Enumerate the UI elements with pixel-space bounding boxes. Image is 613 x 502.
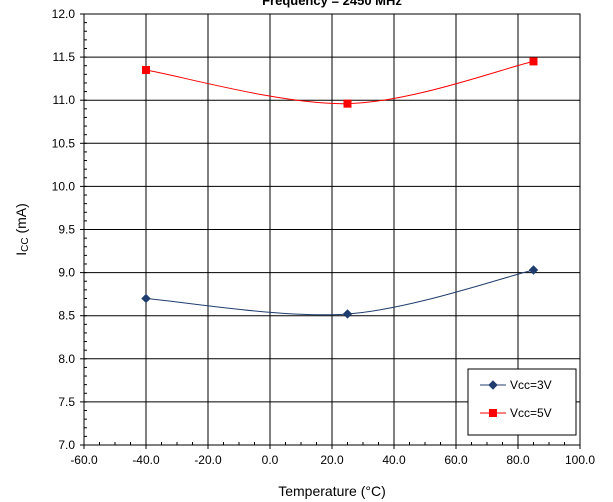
data-point xyxy=(343,99,352,108)
x-tick-label: 100.0 xyxy=(565,453,595,467)
legend-label: Vcc=3V xyxy=(510,378,552,392)
y-tick-label: 8.5 xyxy=(58,309,75,323)
legend-item: Vcc=3V xyxy=(480,378,552,392)
y-tick-label: 9.5 xyxy=(58,223,75,237)
x-tick-label: 40.0 xyxy=(382,453,406,467)
y-tick-label: 10.0 xyxy=(52,179,76,193)
y-axis-title-subscript: CC xyxy=(20,237,31,251)
data-point xyxy=(142,66,150,75)
legend-swatch-marker xyxy=(488,380,498,390)
y-tick-label: 11.5 xyxy=(53,50,76,64)
minor-tick-marks xyxy=(83,13,581,446)
series-layer xyxy=(141,57,539,319)
series-2 xyxy=(142,57,538,108)
legend-box xyxy=(467,368,577,436)
legend: Vcc=3V Vcc=5V xyxy=(467,368,577,436)
data-point xyxy=(342,309,353,319)
plot-area xyxy=(80,13,581,449)
legend-label: Vcc=5V xyxy=(510,406,552,420)
y-tick-labels: 7.0 7.5 8.0 8.5 9.0 9.5 10.0 10.5 11.0 11.5 12.0 xyxy=(52,7,76,452)
x-tick-label: -40.0 xyxy=(132,453,160,467)
x-tick-label: 60.0 xyxy=(444,453,468,467)
x-tick-label: -60.0 xyxy=(70,453,98,467)
y-tick-label: 7.0 xyxy=(58,438,75,452)
x-tick-label: 80.0 xyxy=(506,453,530,467)
x-axis-title: Temperature (°C) xyxy=(278,483,386,499)
y-tick-label: 10.5 xyxy=(52,136,76,150)
y-tick-label: 7.5 xyxy=(58,395,75,409)
y-tick-label: 8.0 xyxy=(58,352,75,366)
x-tick-label: -20.0 xyxy=(194,453,222,467)
legend-item: Vcc=5V xyxy=(480,406,552,420)
y-axis-title: ICC (mA) xyxy=(13,203,31,256)
y-axis-title-main: I xyxy=(13,252,29,256)
x-tick-label: 20.0 xyxy=(320,453,344,467)
legend-swatch-marker xyxy=(489,409,497,417)
x-tick-label: 0.0 xyxy=(262,453,279,467)
data-point xyxy=(528,265,539,275)
y-tick-label: 11.0 xyxy=(53,93,76,107)
x-tick-labels: -60.0 -40.0 -20.0 0.0 20.0 40.0 60.0 80.0 100.0 xyxy=(70,453,595,467)
y-tick-label: 9.0 xyxy=(58,266,75,280)
y-tick-label: 12.0 xyxy=(52,7,76,21)
y-axis-title-unit: (mA) xyxy=(13,203,29,237)
data-point xyxy=(141,293,151,304)
data-point xyxy=(529,57,538,66)
chart-title: Frequency = 2450 MHz xyxy=(262,0,402,8)
series-1 xyxy=(141,265,539,319)
